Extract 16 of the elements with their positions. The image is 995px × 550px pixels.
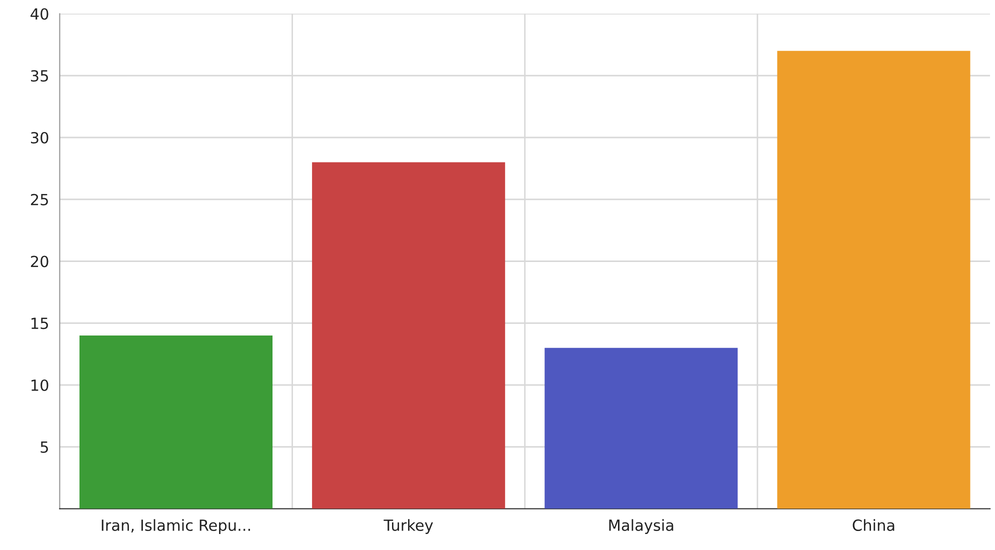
bar	[544, 348, 738, 509]
x-tick-label: Malaysia	[609, 519, 674, 534]
y-tick-label: 15	[32, 318, 48, 330]
y-tick-label: 25	[30, 194, 48, 206]
bar	[79, 336, 273, 509]
y-tick-label: 10	[32, 379, 48, 392]
bar	[312, 162, 506, 509]
y-tick-label: 40	[30, 8, 48, 20]
y-tick-label: 30	[31, 132, 48, 144]
bar	[777, 50, 970, 509]
y-tick-label: 35	[31, 70, 48, 82]
x-tick-label: Turkey	[384, 519, 433, 534]
x-tick-label: China	[852, 519, 894, 531]
y-tick-label: 5	[40, 442, 48, 453]
x-tick-label: Iran, Islamic Repu...	[102, 519, 250, 534]
y-tick-label: 20	[30, 256, 48, 268]
